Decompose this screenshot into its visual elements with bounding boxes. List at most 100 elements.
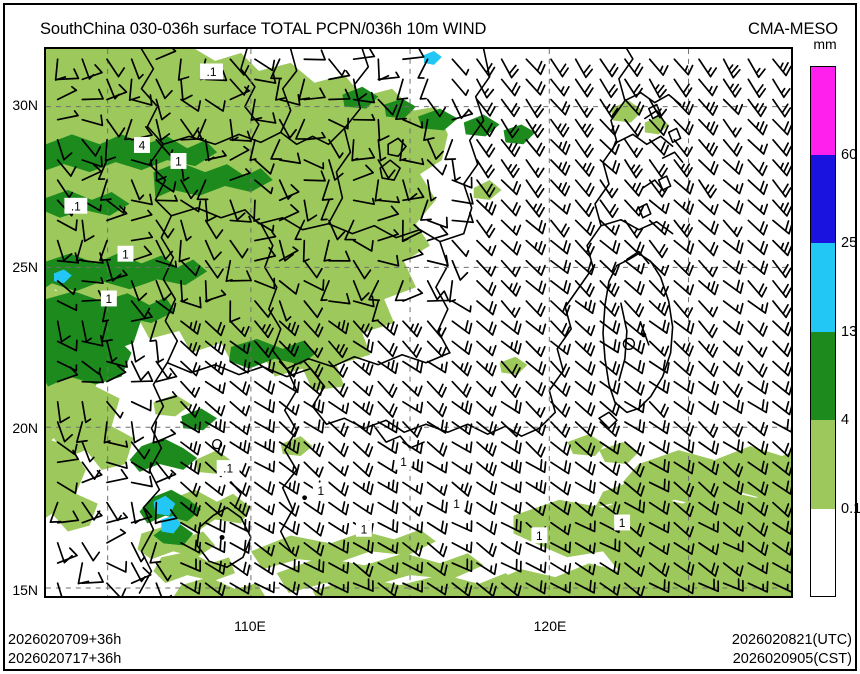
wind-barb: [377, 380, 398, 398]
wind-barb: [525, 380, 546, 397]
wind-barb: [698, 460, 720, 476]
wind-barb: [99, 179, 112, 201]
wind-barb: [722, 439, 744, 454]
ytick-30n: [44, 107, 46, 110]
wind-barb: [196, 118, 207, 140]
wind-barb: [229, 421, 251, 436]
wind-barb: [747, 118, 768, 136]
wind-barb: [303, 49, 326, 61]
wind-barb: [772, 320, 791, 337]
wind-barb: [747, 320, 768, 337]
wind-barb: [500, 582, 522, 596]
wind-barb: [550, 179, 571, 197]
wind-barb: [377, 196, 400, 204]
wind-barb: [402, 187, 425, 202]
wind-barb: [328, 292, 351, 305]
wind-barb: [130, 441, 151, 460]
wind-barb: [698, 118, 719, 136]
wind-barb: [56, 280, 76, 296]
wind-barb: [423, 118, 435, 142]
wind-barb: [377, 582, 399, 596]
wind-barb: [295, 118, 308, 140]
wind-barb: [673, 340, 694, 357]
wind-barb: [550, 340, 571, 356]
wind-barb: [56, 219, 78, 232]
wind-barb: [180, 360, 201, 377]
wind-barb: [673, 98, 694, 116]
wind-barb: [722, 179, 744, 195]
wind-barb: [525, 479, 547, 495]
wind-barb: [229, 270, 252, 282]
wind-barb: [574, 58, 594, 79]
wind-barb: [328, 501, 350, 516]
wind-barb: [352, 360, 374, 376]
wind-barb: [673, 280, 695, 296]
wind-barb: [352, 49, 376, 61]
wind-barb: [106, 582, 127, 596]
wind-barb: [574, 400, 596, 417]
wind-barb: [673, 159, 693, 178]
map-canvas: .1 4 1 .1 1 1 .1 1 1 1 1 1 1: [46, 49, 791, 596]
wind-barb: [352, 578, 374, 592]
wind-barb: [426, 138, 444, 160]
wind-barb: [722, 118, 742, 138]
wind-barb: [624, 320, 645, 336]
wind-barb: [254, 277, 276, 290]
wind-barb: [673, 501, 695, 518]
contour-label-box: [312, 482, 329, 499]
wind-barb: [673, 380, 695, 395]
wind-barb: [254, 340, 275, 358]
ytick-20n: [44, 430, 46, 433]
wind-barb: [574, 299, 596, 315]
wind-barb: [104, 138, 117, 162]
ylabel-30n: 30N: [12, 97, 38, 113]
wind-barb: [402, 501, 423, 517]
wind-barb: [377, 519, 399, 534]
wind-barb: [698, 578, 720, 593]
wind-barb: [351, 138, 359, 162]
contour-label-text: .1: [207, 65, 217, 79]
wind-barb: [624, 300, 645, 318]
wind-barb: [81, 163, 103, 181]
wind-barb: [648, 359, 670, 374]
wind-barb: [204, 400, 226, 417]
wind-barb: [56, 85, 78, 101]
wind-barb: [352, 339, 374, 354]
wind-barb: [747, 580, 769, 593]
wind-barb: [302, 239, 310, 263]
footer-left: 2026020709+36h 2026020717+36h: [8, 631, 121, 669]
wind-barb: [500, 239, 522, 256]
wind-barb: [81, 58, 95, 80]
wind-barb: [56, 159, 77, 177]
wind-barb: [648, 562, 670, 577]
page-title: SouthChina 030-036h surface TOTAL PCPN/0…: [40, 20, 487, 38]
wind-barb: [624, 461, 645, 478]
wind-barb: [624, 159, 643, 179]
wind-barb: [599, 320, 621, 335]
contour-label-box: [200, 63, 223, 80]
wind-barb: [229, 215, 252, 223]
wind-barb: [500, 138, 521, 158]
wind-barb: [374, 179, 382, 202]
wind-barb: [574, 280, 595, 298]
wind-barb: [747, 78, 767, 98]
wind-barb: [303, 380, 325, 396]
map-svg: .1 4 1 .1 1 1 .1 1 1 1 1 1 1: [46, 49, 791, 596]
wind-barb: [254, 219, 275, 233]
wind-barb: [399, 138, 407, 162]
wind-barb: [500, 360, 521, 379]
wind-barb: [377, 320, 399, 336]
wind-barb: [648, 319, 670, 334]
map-plot-area[interactable]: .1 4 1 .1 1 1 .1 1 1 1 1 1 1: [44, 47, 793, 598]
wind-barb: [550, 521, 572, 536]
wind-barb: [500, 159, 520, 179]
wind-barb: [130, 542, 146, 563]
wind-barb: [204, 340, 226, 356]
contour-label-text: 1: [536, 529, 543, 543]
colorbar[interactable]: 60 25 13 4 0.1: [810, 66, 860, 597]
wind-barb: [426, 461, 448, 474]
wind-barb: [402, 580, 424, 593]
wind-barb: [54, 58, 67, 81]
wind-barb: [722, 320, 744, 336]
wind-barb: [698, 481, 719, 498]
